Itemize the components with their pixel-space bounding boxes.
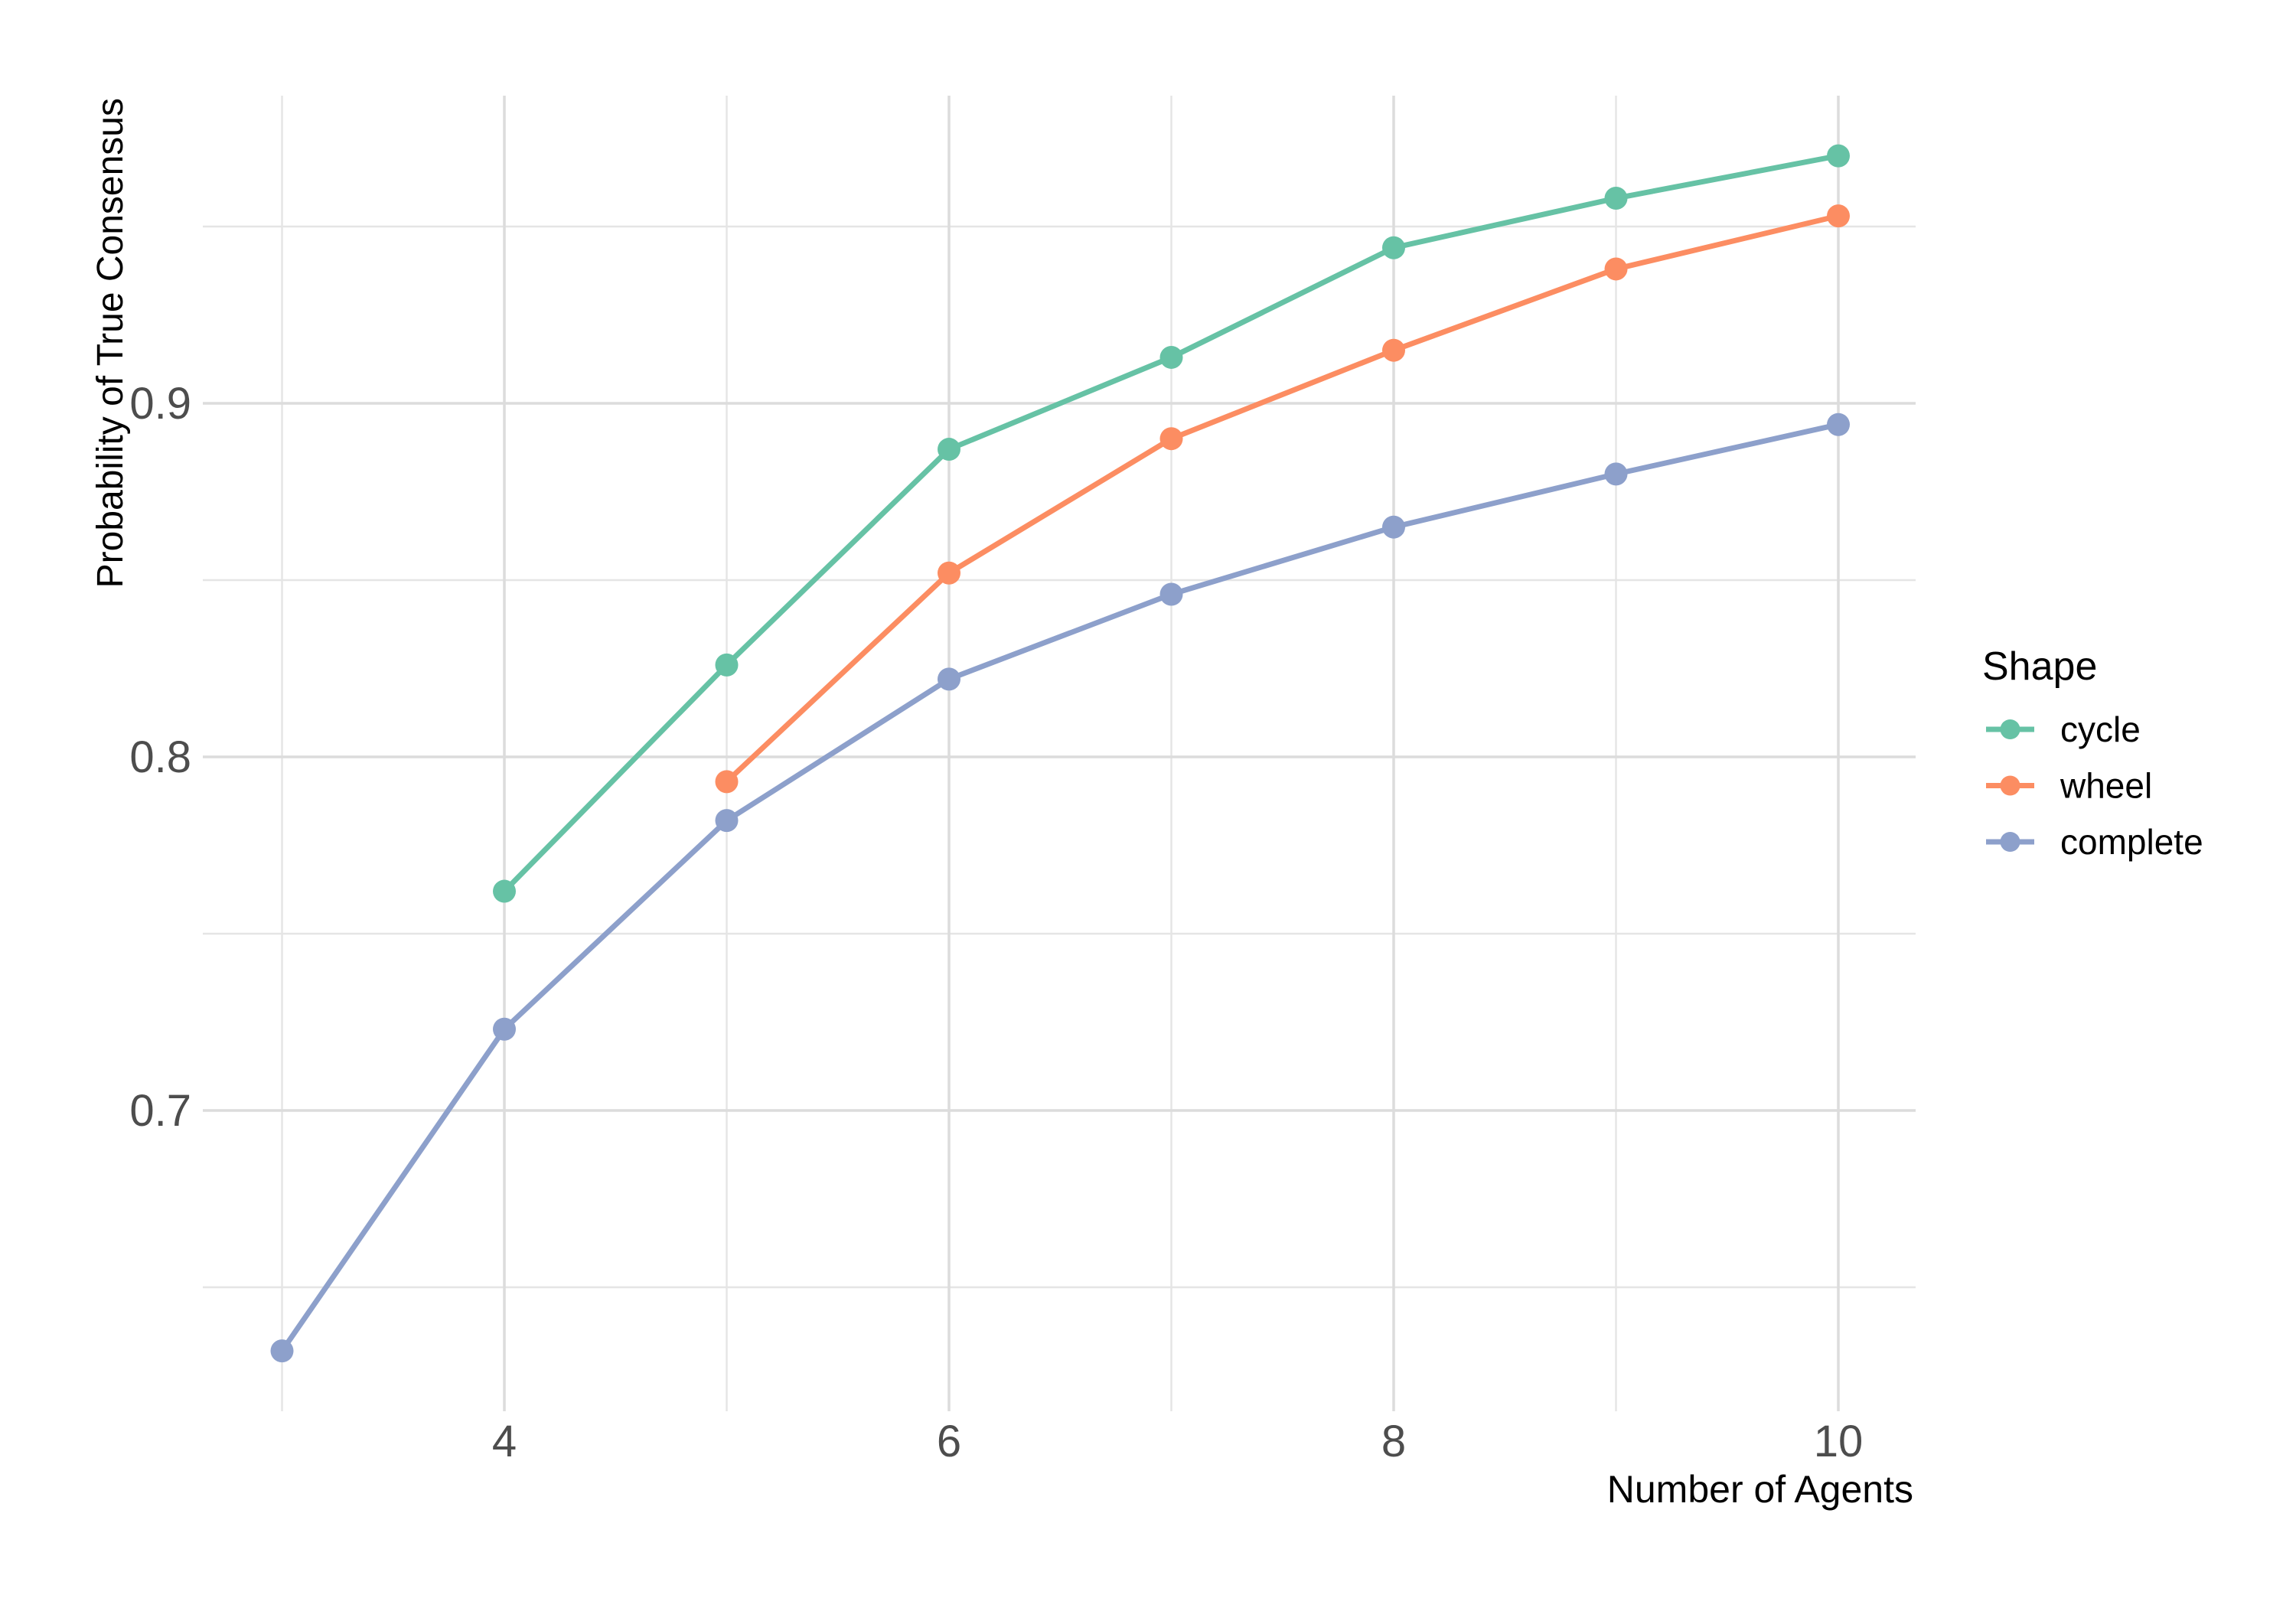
data-point-complete <box>715 809 739 833</box>
major-gridlines <box>203 96 1916 1411</box>
y-tick-label: 0.7 <box>129 1086 191 1136</box>
y-axis-title: Probability of True Consensus <box>90 98 131 588</box>
minor-gridlines <box>203 96 1916 1411</box>
x-tick-label: 10 <box>1814 1417 1864 1466</box>
data-point-cycle <box>1604 187 1628 210</box>
data-point-complete <box>493 1017 516 1041</box>
y-tick-label: 0.8 <box>129 732 191 782</box>
data-point-cycle <box>1159 345 1183 369</box>
legend-key-point-cycle <box>2000 719 2020 739</box>
legend-item-label: complete <box>2060 822 2203 862</box>
data-point-wheel <box>1159 427 1183 451</box>
data-point-wheel <box>938 561 960 585</box>
data-point-complete <box>1159 582 1183 606</box>
data-point-wheel <box>715 770 739 794</box>
series-points <box>270 144 1850 1363</box>
legend-item-label: cycle <box>2060 709 2141 749</box>
series-lines <box>279 153 1841 1354</box>
legend-title: Shape <box>1982 644 2097 689</box>
series-line-complete <box>279 422 1841 1354</box>
x-tick-label: 4 <box>492 1417 517 1466</box>
data-point-complete <box>270 1339 294 1363</box>
legend-items: cycle wheel complete <box>1986 709 2203 862</box>
legend-item-label: wheel <box>2060 766 2152 806</box>
legend-key-point-wheel <box>2000 775 2020 796</box>
legend: Shape cycle wheel complete <box>1982 644 2203 862</box>
x-axis-tick-labels: 4 6 8 10 <box>492 1417 1863 1466</box>
data-point-wheel <box>1382 338 1405 362</box>
data-point-cycle <box>938 438 960 461</box>
series-line-wheel <box>724 213 1841 784</box>
data-point-complete <box>1382 515 1405 539</box>
data-point-complete <box>1604 462 1628 486</box>
x-axis-title: Number of Agents <box>1607 1468 1913 1511</box>
data-point-cycle <box>715 653 739 677</box>
data-point-cycle <box>1382 236 1405 259</box>
data-point-wheel <box>1827 204 1850 228</box>
data-point-complete <box>938 667 960 691</box>
y-axis-tick-labels: 0.7 0.8 0.9 <box>129 379 191 1136</box>
x-tick-label: 6 <box>937 1417 961 1466</box>
data-point-cycle <box>493 879 516 903</box>
data-point-cycle <box>1827 144 1850 168</box>
legend-key-point-complete <box>2000 832 2020 852</box>
x-tick-label: 8 <box>1381 1417 1406 1466</box>
data-point-complete <box>1827 413 1850 436</box>
y-tick-label: 0.9 <box>129 379 191 429</box>
data-point-wheel <box>1604 257 1628 281</box>
